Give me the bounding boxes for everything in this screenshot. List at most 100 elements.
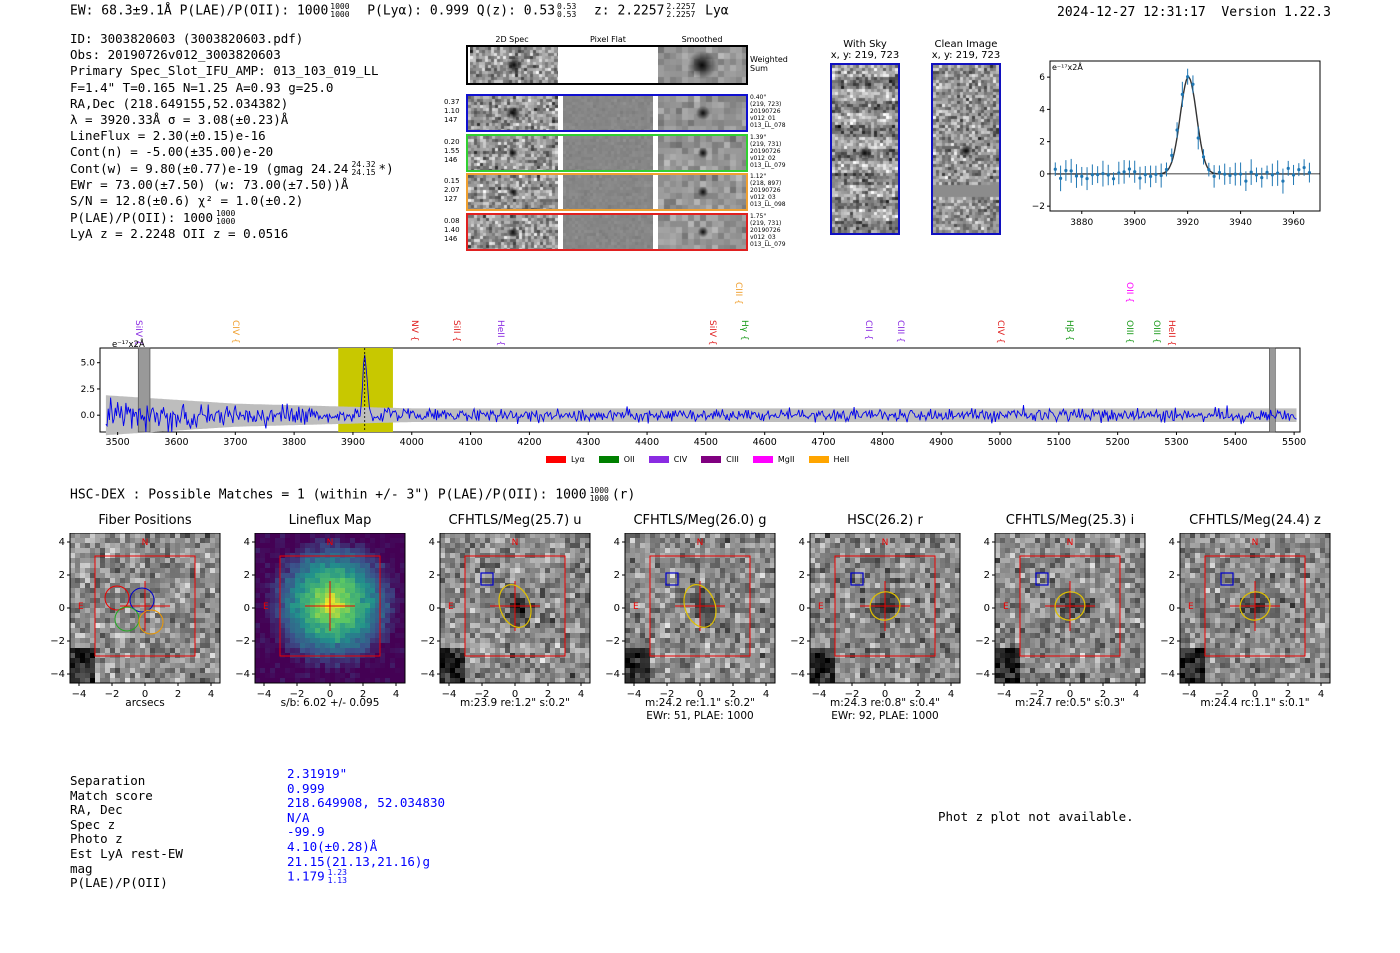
cutout-pixel — [140, 663, 145, 668]
cutout-pixel — [315, 673, 320, 678]
cutout-pixel — [860, 628, 865, 633]
cutout-pixel — [115, 618, 120, 623]
cutout-pixel — [215, 633, 220, 638]
cutout-pixel — [475, 623, 480, 628]
cutout-pixel — [265, 593, 270, 598]
cutout-pixel — [825, 628, 830, 633]
cutout-pixel — [305, 618, 310, 623]
match-box — [665, 572, 679, 586]
cutout-pixel — [580, 593, 585, 598]
cutout-pixel — [450, 638, 455, 643]
cutout-pixel — [125, 543, 130, 548]
weighted-sum-label: Weighted Sum — [750, 55, 788, 73]
cutout-pixel — [825, 558, 830, 563]
cutout-pixel — [535, 658, 540, 663]
cutout-pixel — [545, 643, 550, 648]
cutout-pixel — [840, 578, 845, 583]
cutout-pixel — [630, 553, 635, 558]
cutout-pixel — [845, 533, 850, 538]
cutout-pixel — [630, 538, 635, 543]
cutout-pixel — [290, 668, 295, 673]
x-tick-label: 3500 — [106, 437, 130, 448]
cutout-pixel — [700, 593, 705, 598]
cutout-pixel — [300, 643, 305, 648]
cutout-pixel — [385, 588, 390, 593]
cutout-pixel — [200, 608, 205, 613]
cutout-pixel — [855, 578, 860, 583]
cutout-pixel — [555, 628, 560, 633]
cutout-pixel — [720, 673, 725, 678]
cutout-pixel — [285, 673, 290, 678]
cutout-pixel — [340, 558, 345, 563]
cutout-pixel — [865, 593, 870, 598]
cutout-pixel — [835, 633, 840, 638]
cutout-pixel — [255, 653, 260, 658]
cutout-pixel — [255, 643, 260, 648]
cutout-pixel — [445, 658, 450, 663]
cutout-pixel — [645, 543, 650, 548]
cutout-pixel — [900, 548, 905, 553]
cutout-pixel — [190, 573, 195, 578]
aperture-ellipse — [869, 591, 901, 621]
cutout-pixel — [710, 608, 715, 613]
cutout-pixel — [495, 623, 500, 628]
cutout-pixel — [75, 668, 80, 673]
cutout-pixel — [110, 643, 115, 648]
cutout-pixel — [520, 543, 525, 548]
cutout-pixel — [180, 608, 185, 613]
cutout-pixel — [140, 593, 145, 598]
cutout-pixel — [550, 558, 555, 563]
cutout-pixel — [885, 608, 890, 613]
cutout-pixel — [475, 588, 480, 593]
cutout-pixel — [330, 663, 335, 668]
cutout-pixel — [495, 583, 500, 588]
cutout-pixel — [560, 638, 565, 643]
cutout-pixel — [325, 643, 330, 648]
cutout-pixel — [950, 643, 955, 648]
cutout-pixel — [90, 653, 95, 658]
cutout-pixel — [395, 618, 400, 623]
cutout-pixel — [715, 673, 720, 678]
cutout-pixel — [255, 673, 260, 678]
cutout-pixel — [850, 588, 855, 593]
cutout-pixel — [400, 563, 405, 568]
cutout-pixel — [135, 538, 140, 543]
cutout-pixel — [495, 533, 500, 538]
cutout-pixel — [885, 573, 890, 578]
cutout-pixel — [900, 668, 905, 673]
cutout-pixel — [355, 603, 360, 608]
cutout-pixel — [535, 578, 540, 583]
cutout-pixel — [820, 618, 825, 623]
cutout-pixel — [95, 588, 100, 593]
cutout-pixel — [835, 648, 840, 653]
cutout-pixel — [210, 563, 215, 568]
cutout-pixel — [930, 598, 935, 603]
cutout-pixel — [110, 658, 115, 663]
cutout-pixel — [905, 638, 910, 643]
cutout-pixel — [125, 658, 130, 663]
cutout-pixel — [690, 668, 695, 673]
cutout-pixel — [585, 578, 590, 583]
cutout-pixel — [185, 658, 190, 663]
cutout-pixel — [190, 583, 195, 588]
cutout-pixel — [635, 578, 640, 583]
cutout-pixel — [845, 543, 850, 548]
cutout-pixel — [550, 633, 555, 638]
cutout-pixel — [630, 648, 635, 653]
cutout-pixel — [890, 658, 895, 663]
cutout-pixel — [330, 643, 335, 648]
cutout-pixel — [165, 538, 170, 543]
cutout-pixel — [830, 613, 835, 618]
cutout-pixel — [890, 533, 895, 538]
cutout-pixel — [710, 573, 715, 578]
cutout-pixel — [665, 668, 670, 673]
cutout-pixel — [670, 638, 675, 643]
cutout-pixel — [510, 668, 515, 673]
cutout-pixel — [830, 543, 835, 548]
cutout-pixel — [385, 638, 390, 643]
cutout-pixel — [310, 543, 315, 548]
cutout-pixel — [255, 628, 260, 633]
cutout-pixel — [540, 563, 545, 568]
hsc-dex-title-text: HSC-DEX : Possible Matches = 1 (within +… — [70, 487, 587, 503]
cutout-pixel — [510, 598, 515, 603]
